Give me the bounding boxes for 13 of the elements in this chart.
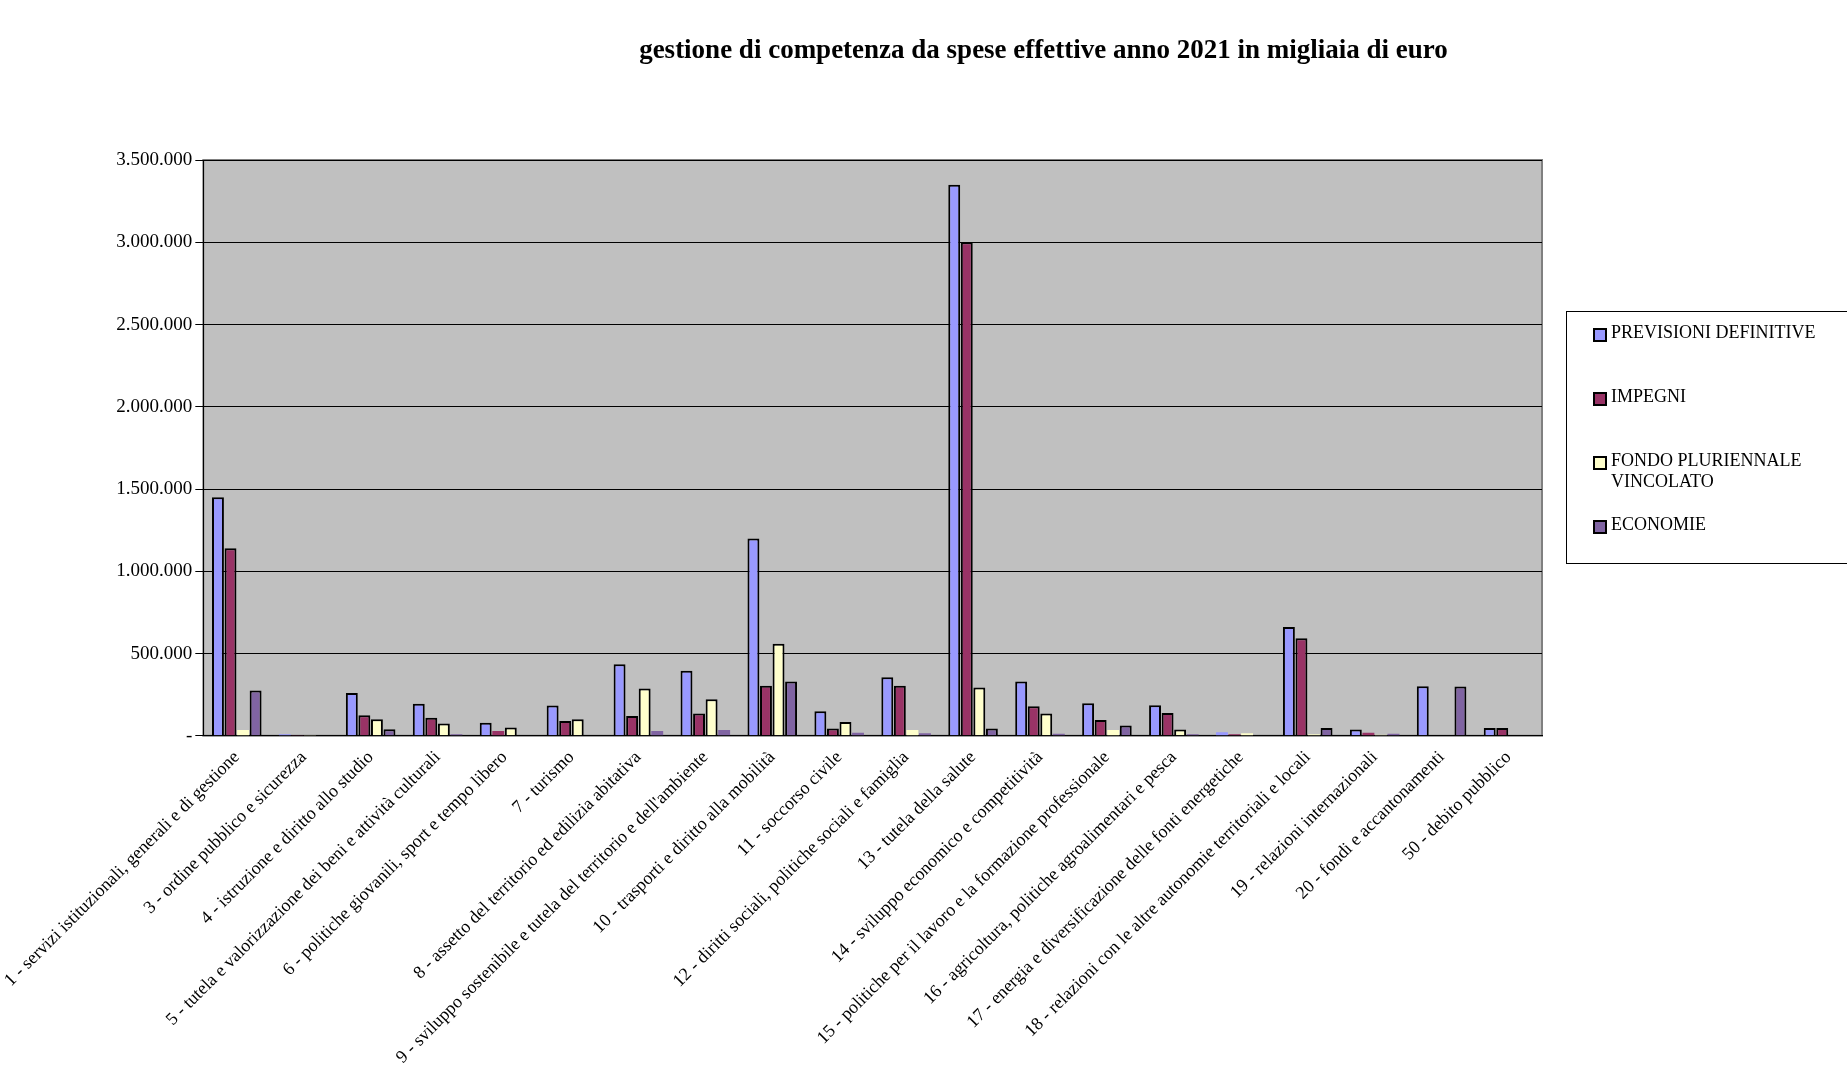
- y-tick-label: 2.500.000: [116, 312, 193, 334]
- y-tick-label: 2.000.000: [116, 394, 193, 416]
- y-tick-label: 3.000.000: [116, 230, 193, 252]
- legend-label: IMPEGNI: [1611, 386, 1686, 407]
- chart-title: gestione di competenza da spese effettive anno 2021 in migliaia di euro: [638, 34, 1449, 65]
- legend-label: FONDO PLURIENNALE VINCOLATO: [1611, 450, 1803, 492]
- y-tick-label: -: [185, 723, 193, 745]
- y-tick-label: 1.500.000: [116, 477, 193, 499]
- y-tick-label: 3.500.000: [116, 147, 193, 169]
- y-tick-label: 1.000.000: [116, 559, 193, 581]
- y-tick-label: 500.000: [130, 641, 193, 663]
- legend-label: PREVISIONI DEFINITIVE: [1611, 322, 1816, 343]
- legend-label: ECONOMIE: [1611, 514, 1706, 535]
